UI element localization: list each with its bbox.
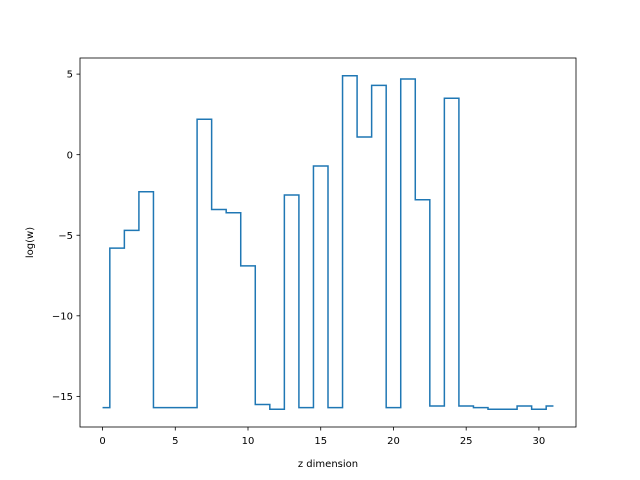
x-tick-label: 20 — [387, 436, 400, 447]
x-axis: 0 5 10 15 20 25 30 — [99, 427, 545, 447]
x-tick-label: 5 — [172, 436, 178, 447]
series-line-0 — [102, 74, 554, 411]
x-tick-label: 25 — [460, 436, 473, 447]
y-axis-label: log(w) — [25, 227, 36, 258]
y-tick-label: −10 — [52, 311, 73, 322]
y-tick-label: 0 — [67, 150, 73, 161]
x-axis-label: z dimension — [298, 459, 358, 470]
axes-frame — [79, 57, 577, 428]
y-tick-label: −5 — [58, 231, 73, 242]
x-tick-label: 0 — [99, 436, 105, 447]
y-tick-label: −15 — [52, 392, 73, 403]
plot-area — [102, 74, 554, 411]
y-tick-label: 5 — [67, 70, 73, 81]
y-axis: 5 0 −5 −10 −15 — [52, 70, 80, 403]
x-tick-label: 15 — [314, 436, 327, 447]
x-tick-label: 30 — [533, 436, 546, 447]
x-tick-label: 10 — [242, 436, 255, 447]
